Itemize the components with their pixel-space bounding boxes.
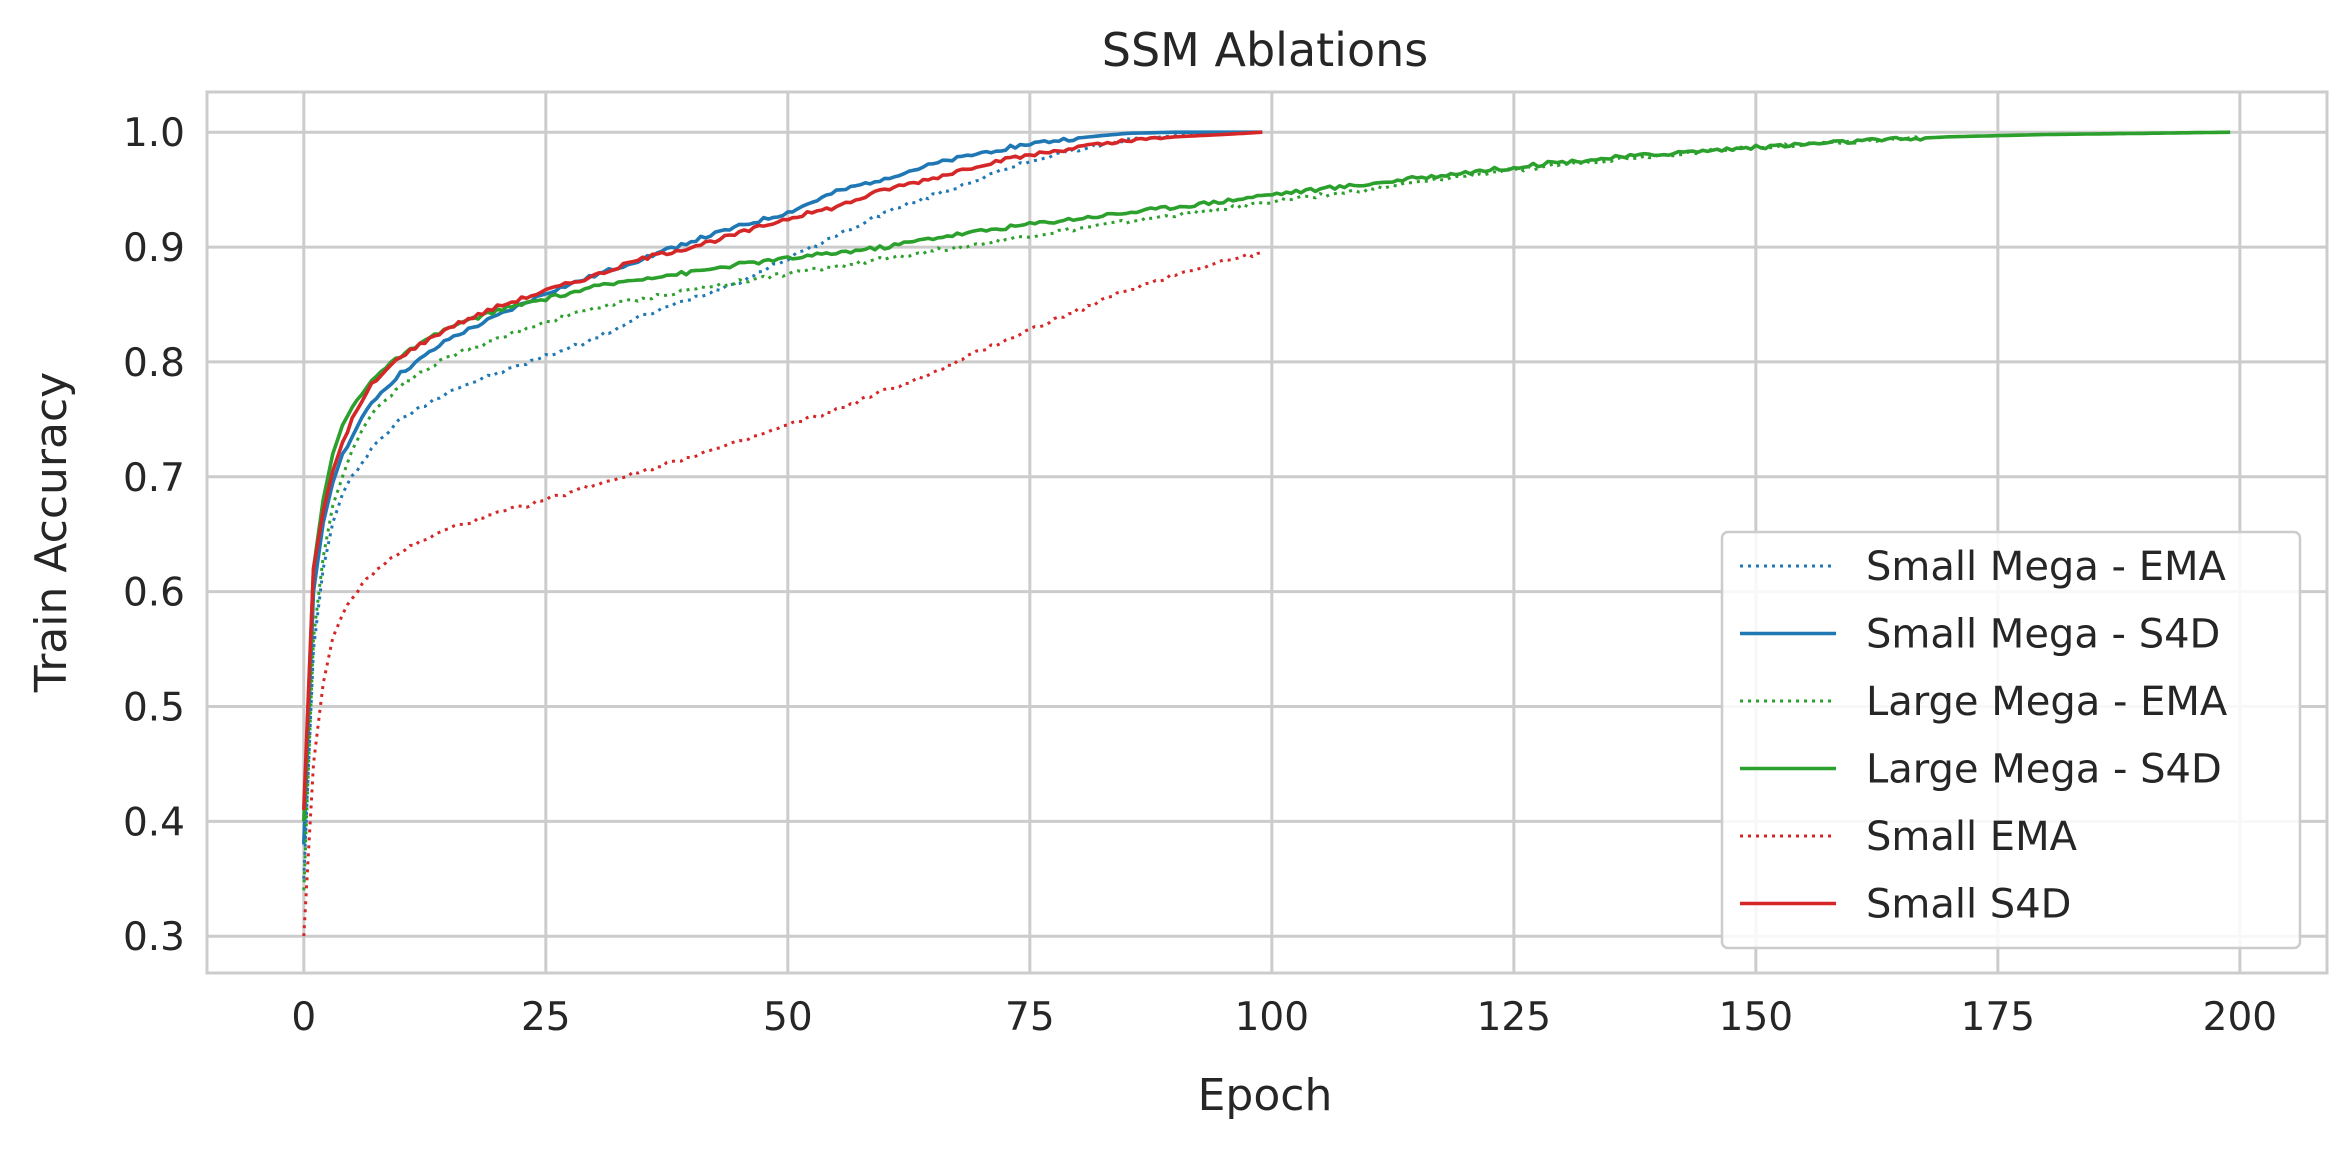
- y-axis-label: Train Accuracy: [26, 372, 77, 693]
- legend-label: Small S4D: [1866, 882, 2071, 928]
- y-tick-label: 0.3: [123, 915, 185, 960]
- x-tick-label: 75: [1005, 995, 1055, 1040]
- y-tick-label: 0.5: [123, 686, 185, 731]
- y-axis-ticks: 0.3 0.4 0.5 0.6 0.7 0.8 0.9 1.0: [123, 111, 185, 960]
- y-tick-label: 0.9: [123, 226, 185, 271]
- series-line-small-s4d: [302, 130, 1263, 810]
- y-tick-label: 0.7: [123, 456, 185, 501]
- y-tick-label: 1.0: [123, 111, 185, 156]
- plot-frame: [205, 90, 2329, 975]
- x-tick-label: 125: [1477, 995, 1551, 1040]
- chart-title: SSM Ablations: [1102, 23, 1428, 77]
- x-axis-ticks: 0 25 50 75 100 125 150 175 200: [291, 995, 2277, 1040]
- x-tick-label: 50: [763, 995, 813, 1040]
- y-tick-label: 0.8: [123, 341, 185, 386]
- x-tick-label: 175: [1961, 995, 2035, 1040]
- legend: Small Mega - EMA Small Mega - S4D Large Me…: [1720, 530, 2302, 950]
- legend-label: Large Mega - S4D: [1866, 747, 2222, 793]
- legend-box: [1720, 530, 2302, 950]
- x-tick-label: 100: [1235, 995, 1309, 1040]
- legend-label: Large Mega - EMA: [1866, 679, 2228, 725]
- x-tick-label: 25: [521, 995, 571, 1040]
- series-line-large-mega-s4d: [302, 130, 2231, 822]
- plot-lines: [302, 130, 2231, 937]
- x-axis-label: Epoch: [1198, 1070, 1333, 1121]
- series-line-small-ema: [302, 250, 1263, 937]
- x-tick-label: 200: [2203, 995, 2277, 1040]
- y-tick-label: 0.6: [123, 571, 185, 616]
- x-tick-label: 150: [1719, 995, 1793, 1040]
- x-tick-label: 0: [291, 995, 316, 1040]
- series-line-small-mega-s4d: [302, 130, 1263, 845]
- legend-label: Small EMA: [1866, 814, 2078, 860]
- legend-label: Small Mega - EMA: [1866, 544, 2226, 590]
- legend-label: Small Mega - S4D: [1866, 612, 2220, 658]
- y-tick-label: 0.4: [123, 800, 185, 845]
